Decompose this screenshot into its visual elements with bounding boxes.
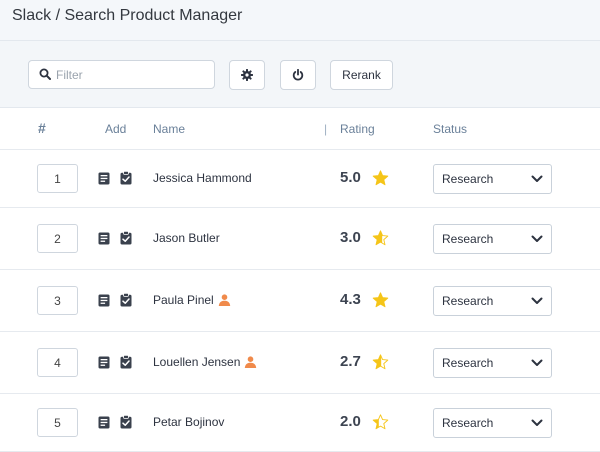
star-icon: [372, 230, 389, 246]
clipboard-check-icon[interactable]: [120, 171, 132, 185]
candidate-name[interactable]: Jessica Hammond: [153, 171, 252, 185]
table-row: 1 Jessica Hammond 5.0 Research: [0, 150, 600, 208]
filter-input[interactable]: [56, 64, 206, 85]
gear-icon: [241, 69, 253, 81]
status-value: Research: [442, 356, 494, 370]
candidate-name[interactable]: Paula Pinel: [153, 293, 214, 307]
header-name[interactable]: Name: [153, 122, 186, 136]
chevron-down-icon: [531, 297, 543, 304]
table-row: 5 Petar Bojinov 2.0 Research: [0, 394, 600, 452]
search-icon: [39, 68, 51, 80]
rating-value: 4.3: [340, 291, 361, 308]
clipboard-check-icon[interactable]: [120, 355, 132, 369]
chevron-down-icon: [531, 359, 543, 366]
status-value: Research: [442, 416, 494, 430]
status-value: Research: [442, 172, 494, 186]
note-icon[interactable]: [98, 172, 110, 185]
page-title: Slack / Search Product Manager: [12, 7, 243, 24]
status-value: Research: [442, 294, 494, 308]
title-bar: Slack / Search Product Manager: [0, 0, 600, 40]
chevron-down-icon: [531, 175, 543, 182]
note-icon[interactable]: [98, 356, 110, 369]
candidate-name-cell: Louellen Jensen: [153, 355, 257, 369]
rank-input[interactable]: 2: [37, 224, 78, 253]
table-row: 4 Louellen Jensen 2.7 Research: [0, 332, 600, 394]
header-rating[interactable]: Rating: [340, 122, 375, 136]
toolbar: Rerank: [0, 40, 600, 108]
header-number: #: [38, 120, 46, 136]
candidate-name[interactable]: Louellen Jensen: [153, 355, 241, 369]
note-icon[interactable]: [98, 232, 110, 245]
candidate-name-cell: Jason Butler: [153, 231, 220, 245]
candidate-name-cell: Paula Pinel: [153, 293, 231, 307]
star-icon: [372, 292, 389, 308]
star-icon: [372, 354, 389, 370]
rank-input[interactable]: 4: [37, 348, 78, 377]
header-status[interactable]: Status: [433, 122, 468, 136]
chevron-down-icon: [531, 419, 543, 426]
chevron-down-icon: [531, 235, 543, 242]
header-separator: |: [324, 122, 328, 136]
clipboard-check-icon[interactable]: [120, 415, 132, 429]
rating-value: 2.0: [340, 413, 361, 430]
settings-button[interactable]: [229, 60, 265, 90]
power-button[interactable]: [280, 60, 316, 90]
person-icon: [218, 294, 230, 306]
star-icon: [372, 170, 389, 186]
note-icon[interactable]: [98, 294, 110, 307]
person-icon: [245, 356, 257, 368]
candidate-name[interactable]: Jason Butler: [153, 231, 220, 245]
rerank-button[interactable]: Rerank: [330, 60, 393, 90]
power-icon: [292, 69, 304, 81]
clipboard-check-icon[interactable]: [120, 231, 132, 245]
filter-field[interactable]: [28, 60, 215, 89]
status-value: Research: [442, 232, 494, 246]
star-icon: [372, 414, 389, 430]
rating-value: 3.0: [340, 229, 361, 246]
candidate-name-cell: Jessica Hammond: [153, 171, 252, 185]
candidate-name[interactable]: Petar Bojinov: [153, 415, 225, 429]
rank-input[interactable]: 5: [37, 408, 78, 437]
table-header: # Add Name | Rating Status: [0, 108, 600, 150]
rank-input[interactable]: 1: [37, 164, 78, 193]
table-row: 3 Paula Pinel 4.3 Research: [0, 270, 600, 332]
candidate-name-cell: Petar Bojinov: [153, 415, 224, 429]
status-dropdown[interactable]: Research: [433, 164, 552, 194]
header-add: Add: [105, 122, 127, 136]
rating-value: 5.0: [340, 169, 361, 186]
status-dropdown[interactable]: Research: [433, 408, 552, 438]
status-dropdown[interactable]: Research: [433, 348, 552, 378]
rank-input[interactable]: 3: [37, 286, 78, 315]
clipboard-check-icon[interactable]: [120, 293, 132, 307]
note-icon[interactable]: [98, 416, 110, 429]
rating-value: 2.7: [340, 353, 361, 370]
table-row: 2 Jason Butler 3.0 Research: [0, 208, 600, 270]
status-dropdown[interactable]: Research: [433, 224, 552, 254]
status-dropdown[interactable]: Research: [433, 286, 552, 316]
